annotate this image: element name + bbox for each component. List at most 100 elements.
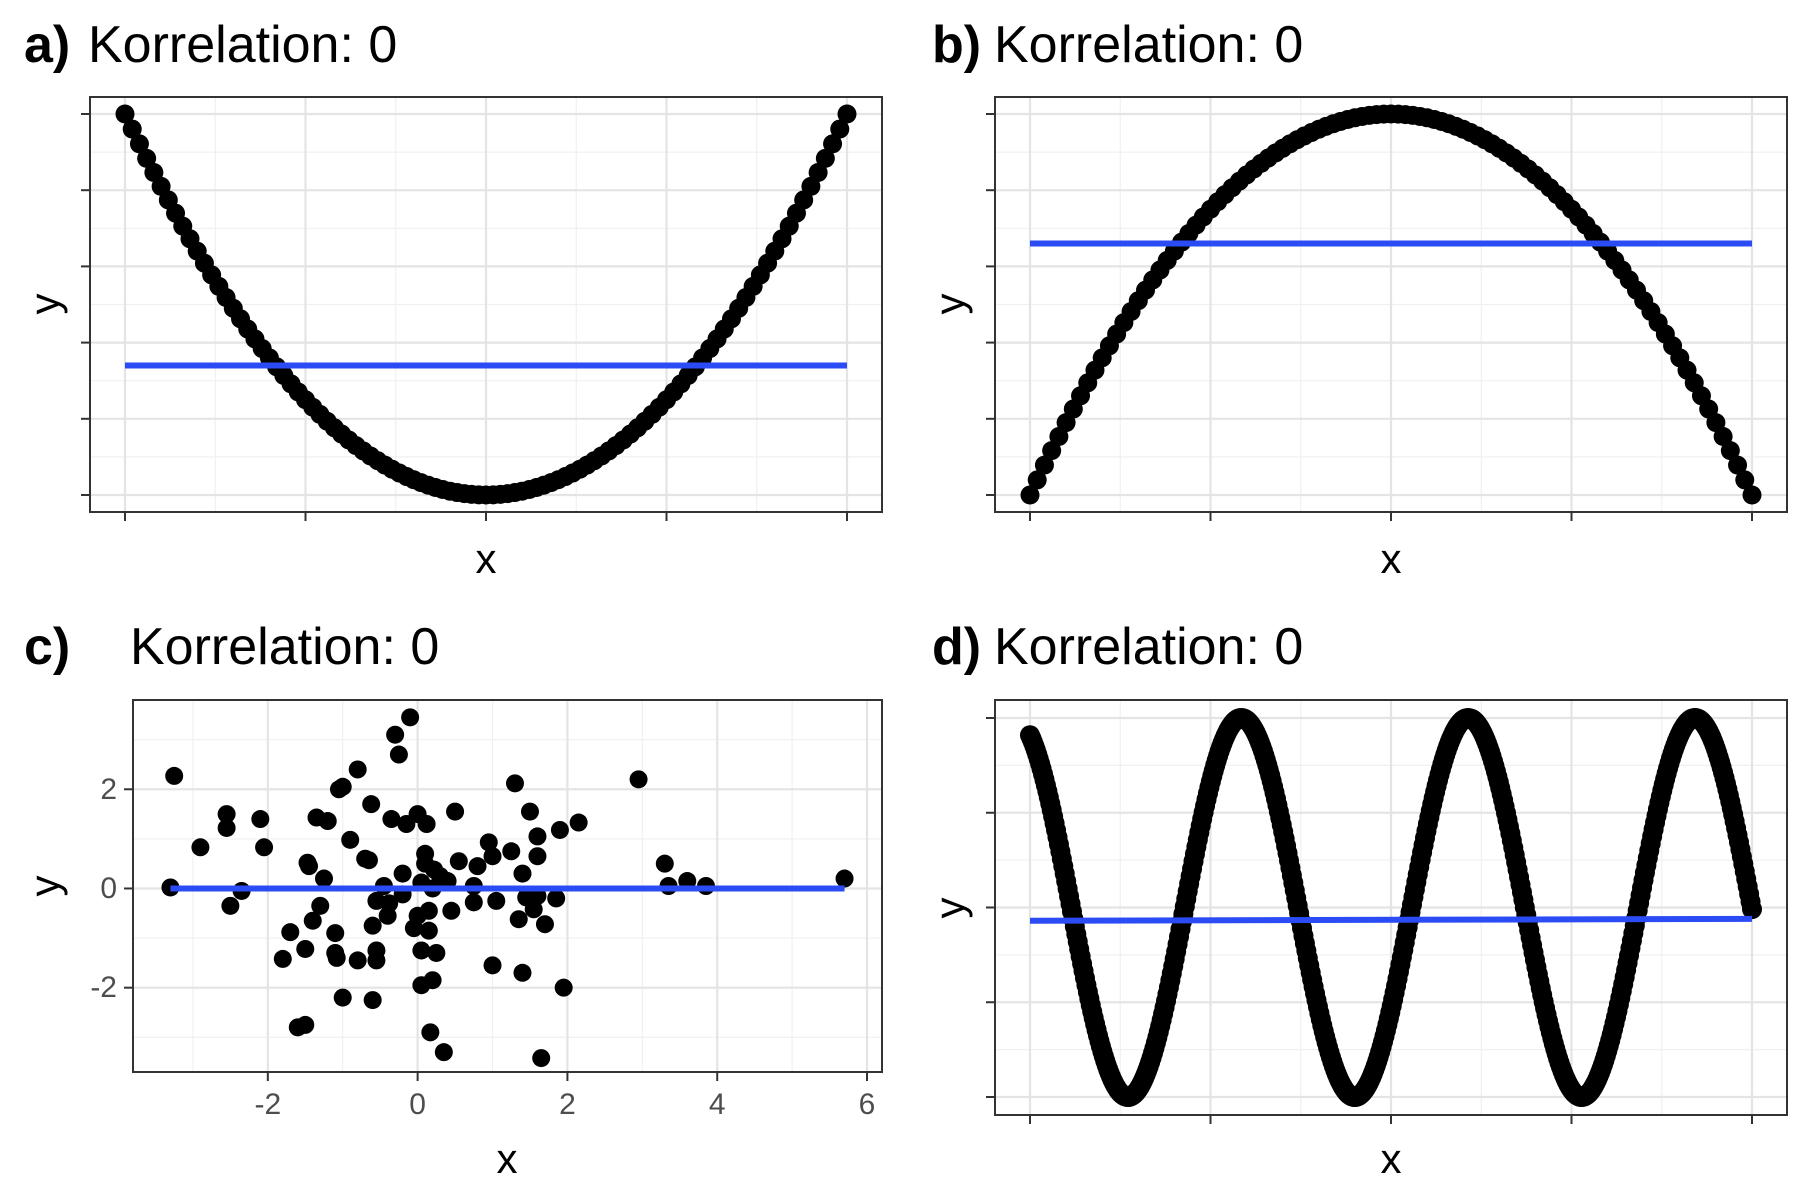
data-point — [382, 810, 401, 829]
data-point — [483, 956, 502, 975]
panel-b-ticks — [986, 113, 1753, 521]
data-point — [629, 770, 648, 789]
data-point — [363, 916, 382, 935]
data-point — [569, 813, 588, 832]
panel-b-frame — [994, 96, 1788, 513]
data-point — [1735, 470, 1755, 490]
data-point — [273, 949, 292, 968]
data-point — [327, 948, 346, 967]
panel-c-y-axis-label: y — [21, 876, 68, 897]
data-point — [348, 951, 367, 970]
data-point — [528, 827, 547, 846]
data-point — [389, 745, 408, 764]
data-point — [380, 894, 399, 913]
data-point — [393, 864, 412, 883]
data-point — [550, 820, 569, 839]
panel-a-ticks — [81, 113, 848, 521]
data-point — [367, 951, 386, 970]
panel-d: d) Korrelation: 0 x y — [926, 618, 1788, 1182]
panel-c-marks — [161, 708, 854, 1068]
data-point — [217, 805, 236, 824]
data-point — [1027, 470, 1047, 490]
data-point — [655, 854, 674, 873]
data-point — [464, 893, 483, 912]
x-tick-label: -2 — [254, 1088, 281, 1121]
x-tick-label: 0 — [409, 1088, 426, 1121]
data-point — [251, 810, 270, 829]
data-point — [311, 896, 330, 915]
data-point — [333, 777, 352, 796]
data-point — [502, 842, 521, 861]
data-point — [520, 802, 539, 821]
panel-d-frame — [994, 699, 1788, 1116]
data-point — [137, 148, 157, 168]
data-point — [468, 857, 487, 876]
data-point — [1020, 485, 1040, 505]
data-point — [528, 847, 547, 866]
panel-b-title: Korrelation: 0 — [994, 16, 1303, 74]
data-point — [341, 830, 360, 849]
panel-d-x-axis-label: x — [1381, 1135, 1402, 1182]
data-point — [255, 838, 274, 857]
data-point — [1042, 441, 1062, 461]
panel-c-title: Korrelation: 0 — [130, 618, 439, 676]
data-point — [547, 889, 566, 908]
data-point — [421, 1023, 440, 1042]
panel-c-tag: c) — [24, 618, 70, 676]
data-point — [505, 774, 524, 793]
data-point — [479, 833, 498, 852]
data-point — [165, 766, 184, 785]
data-point — [483, 847, 502, 866]
data-point — [835, 869, 854, 888]
data-point — [417, 815, 436, 833]
panel-a-tag: a) — [24, 16, 70, 74]
panel-d-tag: d) — [932, 618, 981, 676]
data-point — [823, 134, 843, 154]
data-point — [815, 148, 835, 168]
data-point — [300, 857, 319, 876]
data-point — [509, 910, 528, 929]
data-point — [1720, 441, 1740, 461]
data-point — [446, 802, 465, 821]
data-point — [386, 725, 405, 744]
y-tick-label: 2 — [100, 773, 117, 806]
data-point — [412, 941, 431, 960]
panel-b-x-axis-label: x — [1381, 535, 1402, 582]
data-point — [281, 923, 300, 942]
data-point — [535, 915, 554, 934]
panel-c: c) Korrelation: 0 -2 0 2 4 6 -2 0 2 x y — [21, 618, 883, 1182]
data-point — [326, 924, 345, 943]
panel-a: a) Korrelation: 0 x y — [21, 16, 883, 582]
y-tick-label: 0 — [100, 872, 117, 905]
data-point — [296, 939, 315, 958]
data-point — [217, 818, 236, 837]
data-point — [303, 911, 322, 930]
panel-b-marks — [1020, 104, 1762, 505]
data-point — [221, 896, 240, 915]
y-tick-label: -2 — [90, 971, 117, 1004]
x-tick-label: 4 — [709, 1088, 726, 1121]
panel-b-y-axis-label: y — [926, 294, 973, 315]
data-point — [434, 1043, 453, 1062]
x-tick-label: 6 — [859, 1088, 876, 1121]
data-point — [449, 852, 468, 871]
panel-b-tag: b) — [932, 16, 981, 74]
data-point — [401, 708, 420, 727]
data-point — [442, 901, 461, 920]
data-point — [314, 869, 333, 888]
data-point — [318, 812, 337, 831]
data-point — [1742, 899, 1762, 920]
data-point — [191, 838, 210, 857]
data-point — [837, 104, 857, 124]
data-point — [362, 795, 381, 814]
panel-b-grid — [995, 97, 1787, 512]
panel-d-title: Korrelation: 0 — [994, 618, 1303, 676]
data-point — [1742, 485, 1762, 505]
panel-d-marks — [1020, 708, 1762, 1107]
data-point — [427, 943, 446, 962]
data-point — [122, 119, 142, 139]
data-point — [348, 760, 367, 779]
panel-a-marks — [115, 104, 857, 505]
data-point — [419, 901, 438, 920]
